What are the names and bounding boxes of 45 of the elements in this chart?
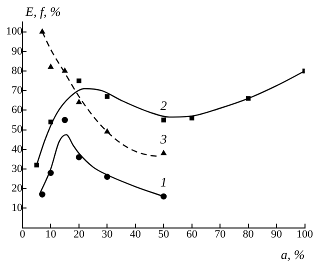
x-tick-label: 40 — [130, 228, 142, 240]
point — [160, 150, 166, 156]
y-tick-label: 50 — [12, 124, 23, 136]
series-label: 1 — [160, 174, 167, 190]
x-tick-label: 50 — [158, 228, 170, 240]
y-tick-label: 10 — [12, 202, 23, 214]
y-tick-label: 100 — [6, 26, 23, 38]
point — [246, 96, 251, 101]
y-tick-label: 90 — [12, 45, 23, 58]
point — [48, 170, 54, 176]
point — [160, 193, 167, 200]
x-tick-label: 80 — [242, 228, 254, 240]
point — [104, 174, 110, 180]
y-tick-label: 40 — [12, 143, 23, 156]
x-tick-label: 0 — [20, 228, 26, 240]
x-tick-label: 60 — [186, 228, 198, 240]
point — [39, 191, 46, 198]
point — [62, 116, 68, 124]
y-tick-label: 60 — [12, 104, 23, 116]
x-tick-label: 90 — [271, 228, 283, 240]
y-tick-label: 20 — [12, 182, 23, 194]
point — [76, 78, 82, 84]
x-tick-label: 20 — [73, 228, 85, 240]
x-axis-title: a, % — [280, 247, 305, 262]
y-tick-label: 70 — [12, 84, 23, 96]
point — [161, 118, 166, 122]
x-tick-label: 100 — [296, 228, 314, 240]
y-tick-label: 80 — [12, 64, 23, 77]
point — [34, 162, 39, 168]
x-tick-label: 70 — [214, 228, 226, 240]
point — [76, 154, 82, 160]
point — [104, 128, 110, 134]
x-tick-label: 30 — [102, 228, 114, 240]
point — [48, 120, 54, 124]
series-label: 3 — [159, 131, 168, 146]
series-label: 2 — [160, 98, 168, 113]
point — [40, 28, 46, 34]
y-tick-label: 30 — [12, 162, 23, 175]
y-axis-title: E, f, % — [24, 4, 62, 19]
point — [48, 64, 54, 69]
x-tick-label: 10 — [45, 228, 57, 240]
point — [62, 68, 68, 73]
point — [76, 99, 82, 104]
point — [104, 94, 110, 99]
point — [190, 116, 194, 120]
